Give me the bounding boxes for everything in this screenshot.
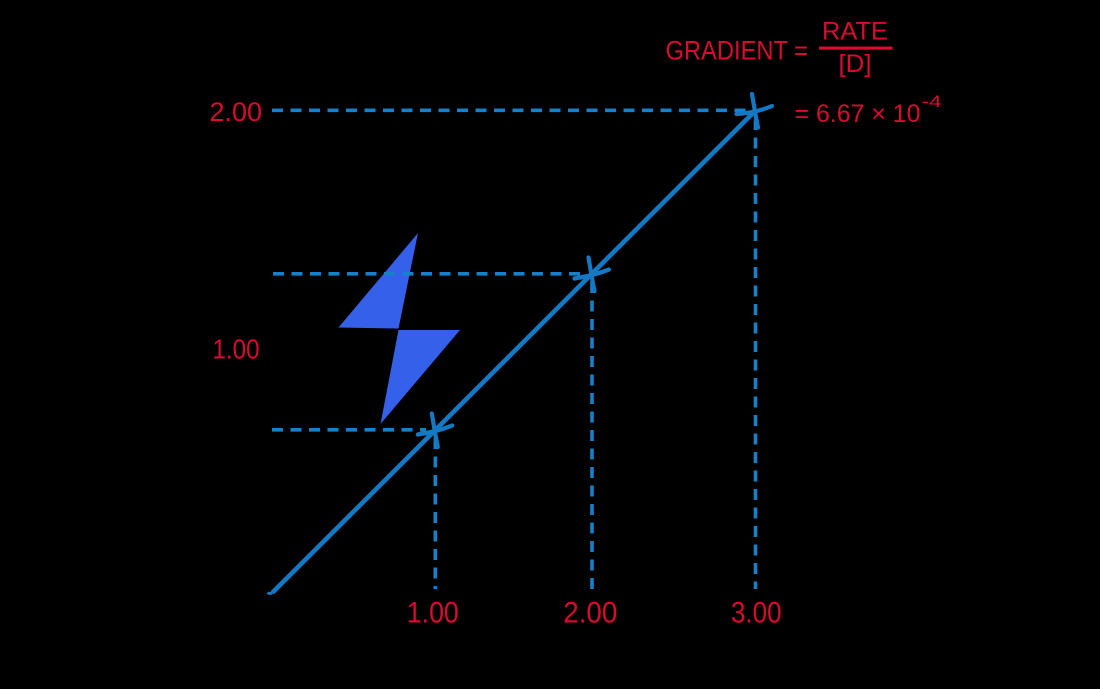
svg-text:[D]: [D]	[839, 50, 872, 78]
svg-text:GRADIENT =: GRADIENT =	[666, 36, 809, 66]
svg-text:RATE: RATE	[822, 18, 888, 46]
svg-text:-4: -4	[922, 92, 942, 111]
svg-text:2.00: 2.00	[210, 97, 263, 127]
svg-text:1.00: 1.00	[407, 597, 459, 630]
svg-text:3.00: 3.00	[731, 597, 782, 630]
svg-text:2.00: 2.00	[563, 597, 617, 630]
svg-text:= 6.67 × 10: = 6.67 × 10	[795, 100, 921, 128]
svg-text:1.00: 1.00	[213, 334, 260, 365]
